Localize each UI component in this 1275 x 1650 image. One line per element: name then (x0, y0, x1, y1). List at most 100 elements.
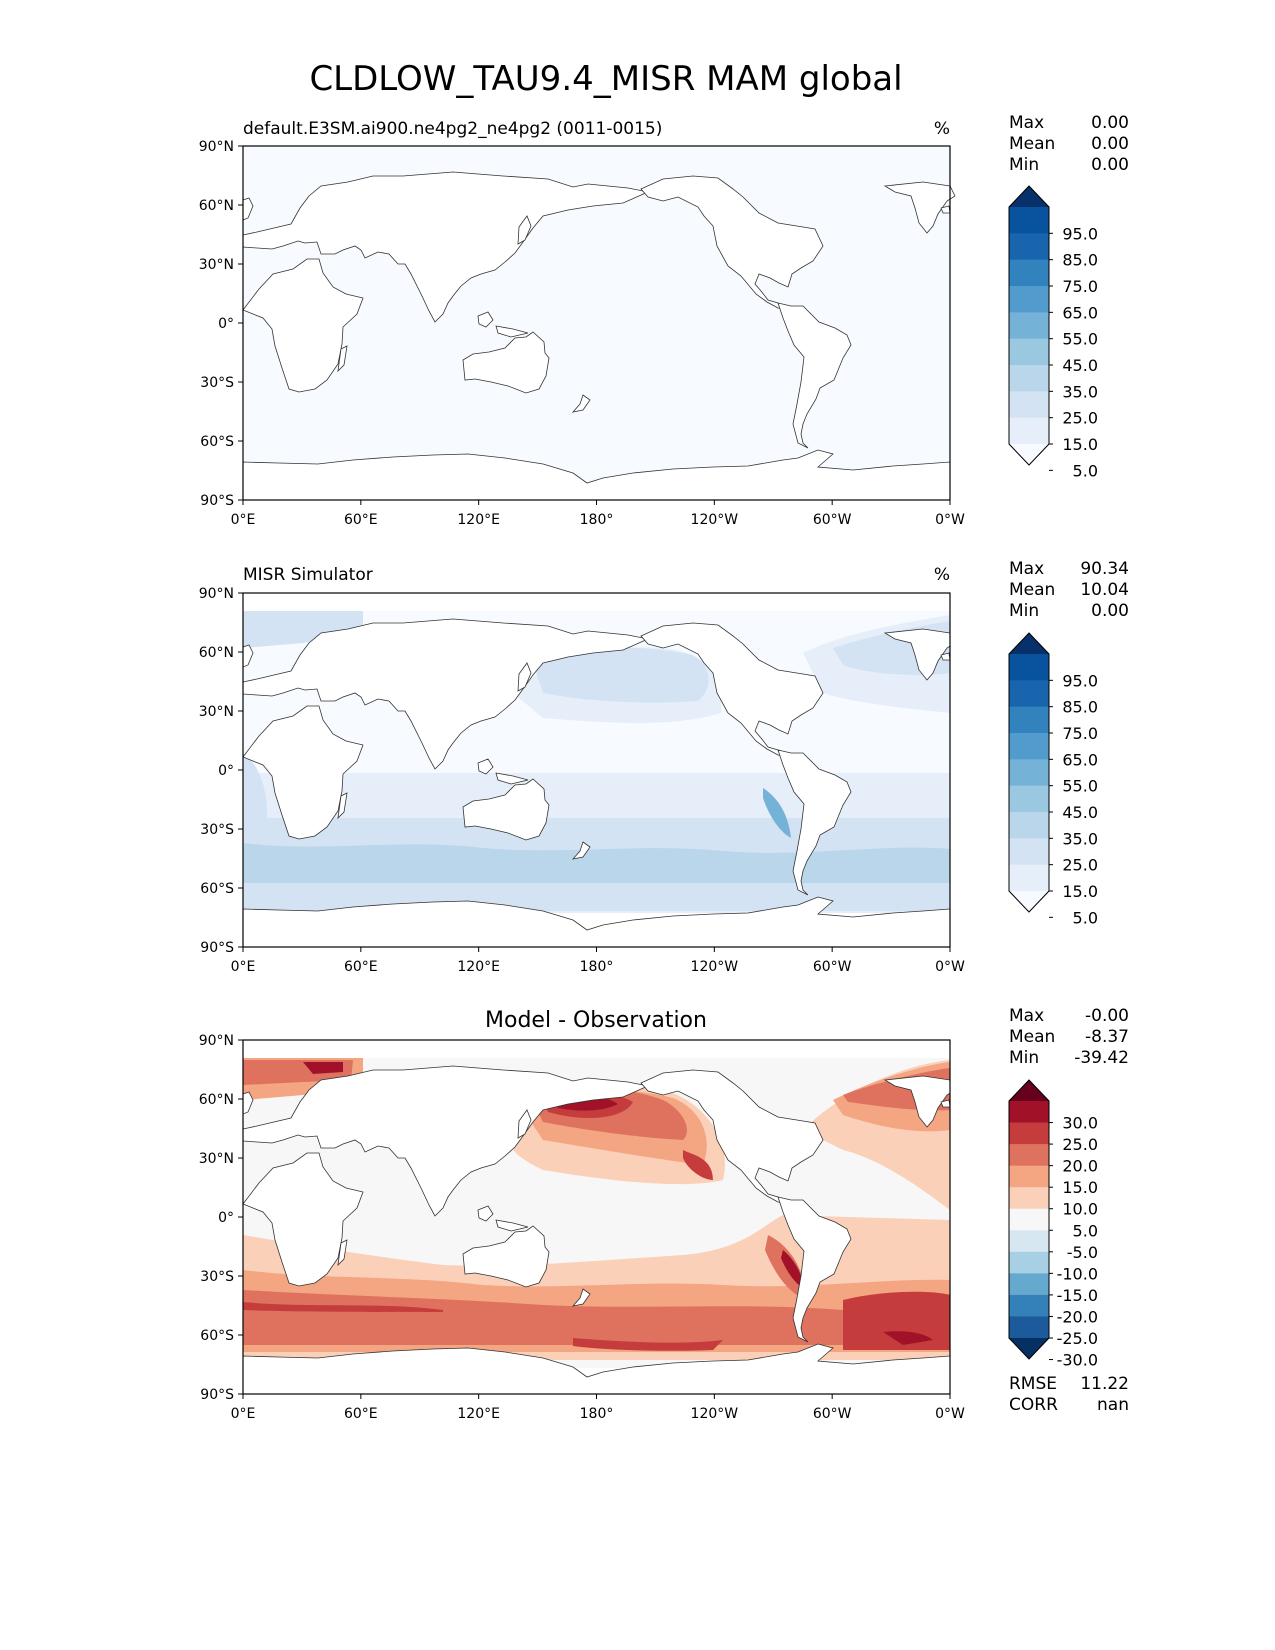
field-storm-track (243, 843, 950, 883)
colorbar-extend-max (1009, 1080, 1049, 1101)
metrics-block: RMSE 11.22 CORR nan (1009, 1374, 1129, 1415)
colorbar-segment (1009, 1101, 1049, 1124)
colorbar-tick-label: -30.0 (1057, 1351, 1098, 1370)
colorbar-tick-label: 5.0 (1073, 1221, 1098, 1240)
lon-tick-label: 180° (580, 959, 614, 975)
panel-title: default.E3SM.ai900.ne4pg2_ne4pg2 (0011-0… (243, 119, 662, 139)
stat-value: 0.00 (1091, 113, 1129, 133)
stat-label: Min (1009, 1048, 1039, 1068)
colorbar-tick-label: 25.0 (1062, 1135, 1098, 1154)
colorbar-tick-label: 45.0 (1062, 803, 1098, 822)
lat-tick-label: 30°S (200, 375, 234, 391)
panel-title: Model - Observation (485, 1008, 707, 1033)
colorbar-segment (1009, 759, 1049, 787)
colorbar-segment (1009, 391, 1049, 419)
lat-tick-label: 0° (218, 763, 234, 779)
lat-tick-label: 30°S (200, 1269, 234, 1285)
colorbar-segment (1009, 233, 1049, 261)
colorbar-segment (1009, 785, 1049, 813)
stat-value: -8.37 (1085, 1027, 1129, 1047)
colorbar-tick-label: 15.0 (1062, 882, 1098, 901)
colorbar-tick-label: 35.0 (1062, 829, 1098, 848)
lat-tick-label: 60°N (199, 645, 234, 661)
colorbar-tick-label: -10.0 (1057, 1264, 1098, 1283)
metric-label: CORR (1009, 1395, 1058, 1415)
stat-label: Max (1009, 559, 1044, 579)
colorbar-tick-label: 95.0 (1062, 671, 1098, 690)
field-diff-storm-track (243, 1290, 950, 1345)
colorbar: 30.0 25.0 20.0 15.0 10.0 5.0 -5.0 -10.0 -15.0 -20… (1008, 1079, 1098, 1370)
colorbar-segment (1009, 259, 1049, 287)
lat-tick-label: 90°N (199, 586, 234, 602)
field-peru-stratocumulus (763, 788, 791, 838)
lon-tick-label: 60°W (813, 959, 852, 975)
lat-tick-label: 90°S (200, 1387, 234, 1403)
lon-ticks: 0°E 60°E 120°E 180° 120°W 60°W 0°W (231, 1394, 965, 1422)
colorbar-tick-label: 85.0 (1062, 698, 1098, 717)
colorbar-segment (1009, 1208, 1049, 1231)
colorbar-segment (1009, 654, 1049, 681)
stat-label: Mean (1009, 134, 1055, 154)
lat-ticks: 90°N 60°N 30°N 0° 30°S 60°S 90°S (199, 586, 243, 956)
colorbar-segment (1009, 706, 1049, 734)
map-area (242, 145, 956, 501)
lon-tick-label: 180° (580, 512, 614, 528)
lon-tick-label: 0°E (231, 1406, 256, 1422)
lat-tick-label: 90°N (199, 139, 234, 155)
colorbar-segment (1009, 1251, 1049, 1274)
figure-title: CLDLOW_TAU9.4_MISR MAM global (309, 59, 902, 99)
colorbar-extend-min (1009, 444, 1049, 465)
colorbar-tick-label: 75.0 (1062, 724, 1098, 743)
lat-tick-label: 90°S (200, 940, 234, 956)
colorbar-segment (1009, 1187, 1049, 1210)
panel-title: MISR Simulator (243, 565, 373, 585)
colorbar-tick-label: 55.0 (1062, 330, 1098, 349)
lat-tick-label: 30°S (200, 822, 234, 838)
colorbar-tick-label: 45.0 (1062, 356, 1098, 375)
lat-tick-label: 90°S (200, 493, 234, 509)
colorbar-tick-label: -15.0 (1057, 1286, 1098, 1305)
lat-tick-label: 30°N (199, 257, 234, 273)
colorbar-segment (1009, 338, 1049, 366)
units-label: % (934, 119, 950, 139)
lat-tick-label: 60°N (199, 198, 234, 214)
panel-model: default.E3SM.ai900.ne4pg2_ne4pg2 (0011-0… (199, 113, 1129, 528)
colorbar-segment (1009, 864, 1049, 892)
colorbar-segment (1009, 417, 1049, 445)
colorbar-tick-label: 75.0 (1062, 277, 1098, 296)
stats-block: Max 0.00 Mean 0.00 Min 0.00 (1009, 113, 1129, 175)
lon-tick-label: 60°E (344, 512, 378, 528)
lat-tick-label: 30°N (199, 1151, 234, 1167)
panel-difference: Model - Observation (199, 1006, 1129, 1422)
stat-label: Mean (1009, 1027, 1055, 1047)
colorbar-extend-max (1009, 186, 1049, 207)
stat-label: Min (1009, 155, 1039, 175)
field-arctic (243, 611, 363, 648)
lat-tick-label: 30°N (199, 704, 234, 720)
colorbar-segment (1009, 812, 1049, 839)
lon-tick-label: 60°W (813, 1406, 852, 1422)
colorbar-tick-label: 95.0 (1062, 224, 1098, 243)
colorbar-tick-label: 25.0 (1062, 856, 1098, 875)
stat-label: Mean (1009, 580, 1055, 600)
colorbar-tick-label: 85.0 (1062, 251, 1098, 270)
colorbar-segment (1009, 838, 1049, 866)
colorbar-tick-label: 65.0 (1062, 750, 1098, 769)
colorbar-segment (1009, 365, 1049, 392)
stat-value: 0.00 (1091, 134, 1129, 154)
units-label: % (934, 565, 950, 585)
metric-value: 11.22 (1080, 1374, 1129, 1394)
lon-tick-label: 120°W (691, 1406, 739, 1422)
stats-block: Max -0.00 Mean -8.37 Min -39.42 (1009, 1006, 1129, 1068)
colorbar-tick-label: 15.0 (1062, 435, 1098, 454)
metric-label: RMSE (1009, 1374, 1057, 1394)
colorbar-extend-min (1009, 891, 1049, 912)
stat-label: Max (1009, 1006, 1044, 1026)
stat-value: 90.34 (1080, 559, 1129, 579)
colorbar-extend-max (1009, 633, 1049, 654)
colorbar-tick-label: -25.0 (1057, 1329, 1098, 1348)
colorbar: 95.0 85.0 75.0 65.0 55.0 45.0 35.0 25.0 15.0 5.0 (1008, 185, 1098, 480)
lat-ticks: 90°N 60°N 30°N 0° 30°S 60°S 90°S (199, 1033, 243, 1403)
stat-label: Min (1009, 601, 1039, 621)
colorbar-tick-label: 5.0 (1073, 908, 1098, 927)
